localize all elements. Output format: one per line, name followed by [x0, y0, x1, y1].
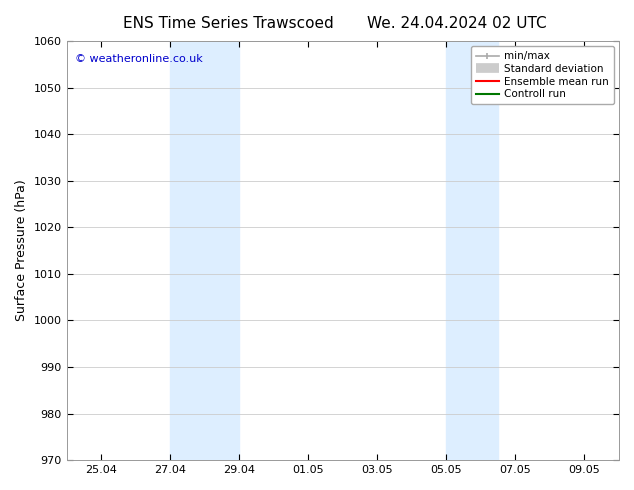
- Bar: [446, 41, 498, 460]
- Y-axis label: Surface Pressure (hPa): Surface Pressure (hPa): [15, 180, 28, 321]
- Bar: [170, 41, 239, 460]
- Text: We. 24.04.2024 02 UTC: We. 24.04.2024 02 UTC: [366, 16, 547, 31]
- Text: ENS Time Series Trawscoed: ENS Time Series Trawscoed: [123, 16, 333, 31]
- Text: © weatheronline.co.uk: © weatheronline.co.uk: [75, 53, 203, 64]
- Legend: min/max, Standard deviation, Ensemble mean run, Controll run: min/max, Standard deviation, Ensemble me…: [470, 46, 614, 104]
